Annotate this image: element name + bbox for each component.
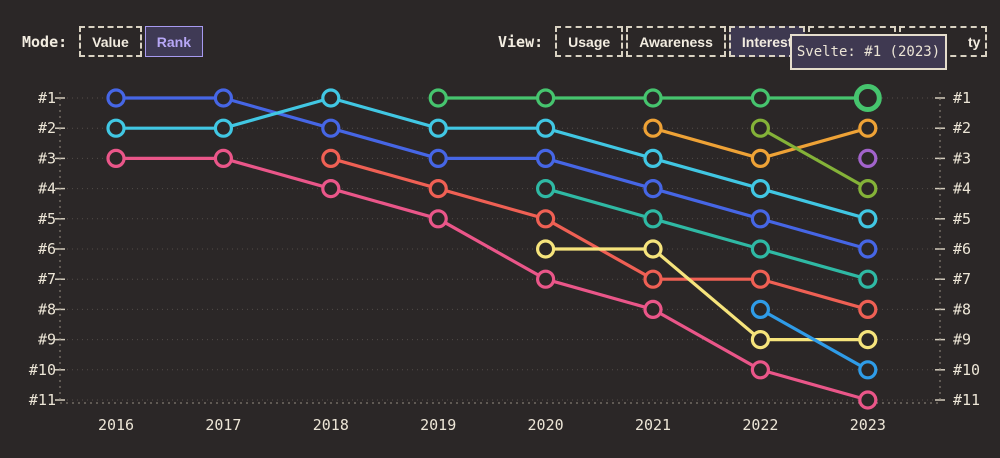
year-label: 2023 (850, 416, 886, 434)
rank-label-left: #2 (38, 119, 56, 137)
rank-label-right: #10 (953, 361, 980, 379)
series-line-cyan (114, 96, 870, 221)
year-label: 2019 (420, 416, 456, 434)
data-point-amber-2021[interactable] (643, 118, 663, 138)
rank-label-left: #5 (38, 210, 56, 228)
data-point-cyan-2022[interactable] (750, 179, 771, 199)
series-line-teal (543, 187, 870, 281)
data-point-svelte-green-2020[interactable] (535, 88, 556, 108)
data-point-salmon-2022[interactable] (750, 269, 771, 289)
rank-label-right: #9 (953, 331, 971, 349)
data-point-blue-2018[interactable] (321, 118, 341, 138)
data-point-salmon-2019[interactable] (428, 179, 448, 199)
data-point-yellow-2023[interactable] (858, 330, 878, 350)
data-point-lime-2023[interactable] (858, 179, 878, 199)
data-point-svelte-green-2019[interactable] (428, 88, 448, 108)
mode-button-value[interactable]: Value (79, 26, 142, 57)
data-point-pink-2021[interactable] (643, 299, 663, 319)
data-point-pink-2019[interactable] (428, 209, 448, 229)
view-button-awareness[interactable]: Awareness (626, 26, 726, 57)
rank-label-right: #1 (953, 89, 971, 107)
rank-label-left: #6 (38, 240, 56, 258)
data-point-blue-2016[interactable] (106, 88, 126, 108)
rank-label-right: #2 (953, 119, 971, 137)
year-label: 2018 (313, 416, 349, 434)
tooltip-text: Svelte: #1 (2023) (796, 44, 941, 60)
year-label: 2020 (528, 416, 564, 434)
series-line-salmon (329, 156, 870, 311)
rank-label-right: #4 (953, 180, 971, 198)
rank-label-left: #8 (38, 300, 56, 318)
data-point-yellow-2022[interactable] (750, 330, 771, 350)
data-point-dodger-2022[interactable] (750, 299, 771, 319)
data-point-blue-2020[interactable] (535, 148, 556, 168)
data-point-yellow-2021[interactable] (643, 239, 663, 259)
rank-label-right: #5 (953, 210, 971, 228)
data-point-cyan-2017[interactable] (213, 118, 233, 138)
data-point-cyan-2016[interactable] (106, 118, 126, 138)
data-point-cyan-2021[interactable] (643, 148, 663, 168)
data-point-blue-2023[interactable] (858, 239, 878, 259)
data-point-salmon-2018[interactable] (321, 148, 341, 168)
mode-label: Mode: (22, 32, 68, 51)
data-point-cyan-2018[interactable] (321, 88, 341, 108)
rank-label-right: #8 (953, 300, 971, 318)
data-point-pink-2022[interactable] (750, 360, 771, 380)
series-line-lime (758, 126, 870, 191)
data-point-teal-2023[interactable] (858, 269, 878, 289)
data-point-svelte-green-2022[interactable] (750, 88, 771, 108)
data-point-amber-2022[interactable] (750, 148, 771, 168)
data-point-yellow-2020[interactable] (535, 239, 556, 259)
rank-label-right: #7 (953, 270, 971, 288)
rank-label-left: #9 (38, 331, 56, 349)
mode-toggle-group: Mode: Value Rank (22, 26, 203, 57)
data-point-pink-2017[interactable] (213, 148, 233, 168)
data-point-teal-2020[interactable] (535, 179, 556, 199)
data-point-cyan-2023[interactable] (858, 209, 878, 229)
year-label: 2017 (205, 416, 241, 434)
data-point-purple-2023[interactable] (858, 148, 878, 168)
rank-label-left: #1 (38, 89, 56, 107)
data-point-lime-2022[interactable] (750, 118, 771, 138)
data-point-svelte-green-2021[interactable] (643, 88, 663, 108)
data-point-amber-2023[interactable] (858, 118, 878, 138)
rank-label-left: #7 (38, 270, 56, 288)
series-line-pink (114, 156, 870, 402)
data-point-cyan-2020[interactable] (535, 118, 556, 138)
rank-label-left: #11 (29, 391, 56, 409)
data-point-blue-2021[interactable] (643, 179, 663, 199)
rank-label-right: #11 (953, 391, 980, 409)
rank-label-right: #3 (953, 149, 971, 167)
data-point-salmon-2020[interactable] (535, 209, 556, 229)
highlighted-data-point-svelte-green-2023[interactable] (853, 84, 882, 112)
rank-label-left: #3 (38, 149, 56, 167)
year-label: 2016 (98, 416, 134, 434)
rank-label-left: #4 (38, 180, 56, 198)
data-point-pink-2016[interactable] (106, 148, 126, 168)
data-point-salmon-2021[interactable] (643, 269, 663, 289)
data-point-cyan-2019[interactable] (428, 118, 448, 138)
data-point-pink-2018[interactable] (321, 179, 341, 199)
view-label: View: (498, 32, 544, 51)
year-label: 2022 (742, 416, 778, 434)
data-point-dodger-2023[interactable] (858, 360, 878, 380)
data-point-teal-2022[interactable] (750, 239, 771, 259)
data-point-salmon-2023[interactable] (858, 299, 878, 319)
data-point-blue-2022[interactable] (750, 209, 771, 229)
data-point-blue-2019[interactable] (428, 148, 448, 168)
mode-button-rank[interactable]: Rank (144, 26, 203, 57)
data-point-blue-2017[interactable] (213, 88, 233, 108)
view-button-usage[interactable]: Usage (555, 26, 624, 57)
data-point-pink-2020[interactable] (535, 269, 556, 289)
rank-label-right: #6 (953, 240, 971, 258)
tooltip: Svelte: #1 (2023) (790, 34, 947, 70)
data-point-pink-2023[interactable] (858, 390, 878, 410)
rank-label-left: #10 (29, 361, 56, 379)
data-point-teal-2021[interactable] (643, 209, 663, 229)
series-line-dodger (758, 307, 870, 372)
year-label: 2021 (635, 416, 671, 434)
series-line-blue (114, 96, 870, 251)
